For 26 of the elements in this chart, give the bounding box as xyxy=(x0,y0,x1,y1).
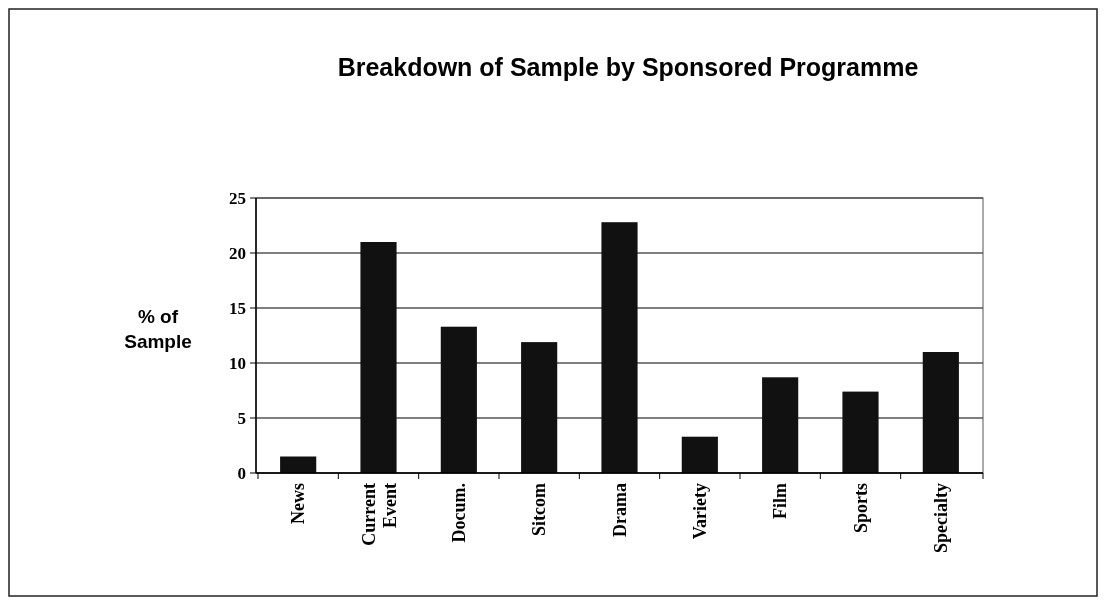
bar xyxy=(360,242,397,473)
x-tick-label: Drama xyxy=(609,483,630,537)
bar xyxy=(521,342,558,473)
y-tick-label: 5 xyxy=(237,408,246,428)
chart-title: Breakdown of Sample by Sponsored Programme xyxy=(337,53,919,81)
y-tick-label: 15 xyxy=(229,298,246,318)
x-tick-label: News xyxy=(288,483,309,524)
x-tick-label: Variety xyxy=(690,483,711,540)
y-tick-label: 10 xyxy=(229,353,246,373)
x-tick-label: Sitcom xyxy=(529,483,550,536)
bar xyxy=(681,436,718,473)
bar xyxy=(440,326,477,473)
bar xyxy=(842,391,879,473)
y-axis-title: % of Sample xyxy=(124,306,192,352)
y-tick-label: 25 xyxy=(229,188,246,208)
y-tick-label: 0 xyxy=(237,463,246,483)
bar xyxy=(601,222,638,473)
bar xyxy=(922,352,959,473)
x-tick-label: Film xyxy=(770,483,791,519)
x-tick-label: Specialty xyxy=(931,483,952,553)
x-tick-label: Docum. xyxy=(449,483,470,543)
bar xyxy=(280,456,317,473)
y-tick-label: 20 xyxy=(229,243,246,263)
bar xyxy=(762,377,799,473)
x-tick-label: Sports xyxy=(850,483,871,534)
x-tick-label: Current Event xyxy=(358,482,400,546)
